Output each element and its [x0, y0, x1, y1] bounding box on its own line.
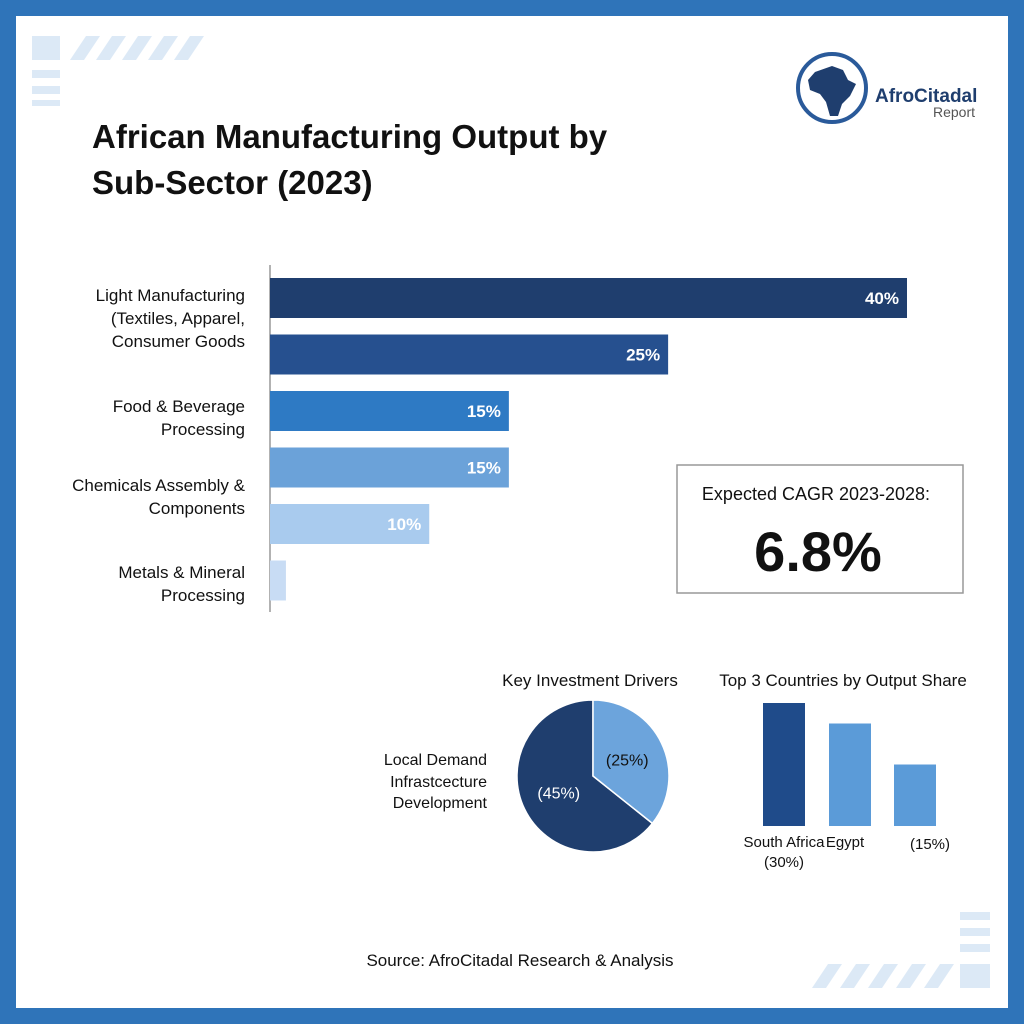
slice-label: (25%): [606, 753, 649, 770]
decor: [32, 36, 60, 60]
bar: [829, 723, 871, 826]
decor: [960, 912, 990, 920]
slice-label: (45%): [537, 785, 580, 802]
decor: [174, 36, 204, 60]
decor: [960, 928, 990, 936]
category-label: Metals & Mineral Processing: [118, 563, 245, 605]
pie-category: Local Demand: [383, 752, 487, 769]
logo: AfroCitadal Report: [796, 52, 977, 124]
decor: [960, 944, 990, 952]
category-label: Light Manufacturing (Textiles, Apparel, …: [95, 285, 245, 351]
pie-title: Key Investment Drivers: [502, 671, 678, 690]
bar: [270, 447, 509, 488]
bar: [270, 504, 430, 544]
decor: [868, 964, 898, 988]
decor-stripes: [32, 36, 990, 988]
chart-title: Top 3 Countries by Output Share: [719, 671, 967, 690]
decor: [122, 36, 152, 60]
value-label: (30%): [764, 854, 804, 871]
decor: [32, 70, 60, 78]
decor: [960, 964, 990, 988]
value-label: 15%: [467, 459, 501, 478]
source: Source: AfroCitadal Research & Analysis: [366, 951, 673, 970]
pie-slice: [592, 699, 670, 825]
decor: [70, 36, 100, 60]
decor: [96, 36, 126, 60]
value-label: 15%: [467, 402, 501, 421]
decor: [924, 964, 954, 988]
x-tick-label: South Africa: [744, 834, 826, 851]
decor: [148, 36, 178, 60]
decor: [896, 964, 926, 988]
category-label: Food & Beverage Processing: [112, 397, 245, 439]
decor: [32, 100, 60, 106]
bar: [270, 278, 907, 318]
logo-africa: [808, 66, 856, 116]
bar: [270, 334, 669, 375]
bar: [270, 391, 509, 431]
cagr-box: [676, 464, 964, 594]
logo-name: AfroCitadal: [875, 86, 977, 107]
value-label: 40%: [865, 289, 899, 308]
pie-slice: [516, 699, 654, 853]
x-tick-label: Egypt: [826, 834, 865, 851]
logo-subtitle: Report: [933, 104, 975, 120]
pie-category: Infrastcecture Development: [390, 774, 487, 812]
category-label: Chemicals Assembly & Components: [72, 476, 245, 518]
value-label: (15%): [910, 836, 950, 853]
bar: [894, 764, 936, 826]
value-label: 10%: [387, 515, 421, 534]
decor: [840, 964, 870, 988]
decor: [32, 86, 60, 94]
bar: [763, 703, 805, 826]
chart-title: African Manufacturing Output by Sub-Sect…: [92, 118, 608, 201]
cagr-value: 6.8%: [754, 520, 882, 583]
decor: [812, 964, 842, 988]
value-label: 25%: [626, 346, 660, 365]
bar: [270, 560, 286, 601]
cagr-label: Expected CAGR 2023-2028:: [702, 484, 930, 504]
